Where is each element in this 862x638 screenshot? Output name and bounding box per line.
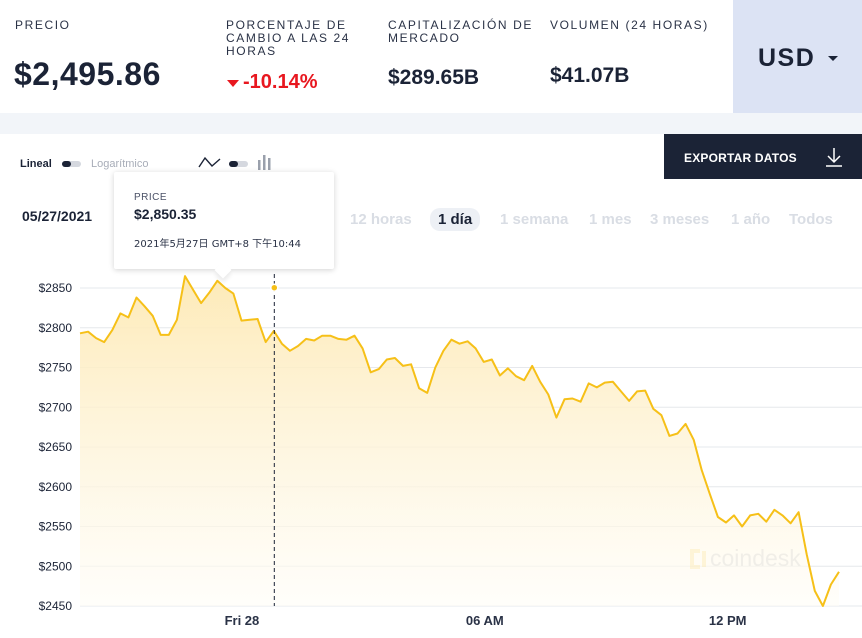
export-data-label: EXPORTAR DATOS	[684, 151, 797, 165]
bar-chart-icon[interactable]	[257, 154, 273, 170]
x-axis: Fri 28 06 AM 12 PM	[225, 613, 747, 628]
price-value: $2,495.86	[14, 56, 161, 92]
change-label: PORCENTAJE DE CAMBIO A LAS 24 HORAS	[226, 19, 350, 58]
tooltip-value: $2,850.35	[134, 206, 197, 222]
down-triangle-icon	[227, 80, 239, 87]
y-tick-label: $2800	[39, 321, 73, 335]
download-icon	[826, 148, 842, 167]
y-tick-label: $2850	[39, 281, 73, 295]
x-tick-label: 06 AM	[466, 613, 504, 628]
range-1y[interactable]: 1 año	[731, 211, 771, 228]
y-tick-label: $2650	[39, 440, 73, 454]
y-tick-label: $2500	[39, 559, 73, 573]
range-1w[interactable]: 1 semana	[500, 211, 569, 228]
range-3m[interactable]: 3 meses	[650, 211, 710, 228]
x-tick-label: Fri 28	[225, 613, 260, 628]
range-1m[interactable]: 1 mes	[589, 211, 632, 228]
change-label-line: CAMBIO A LAS 24	[226, 31, 351, 45]
currency-label: USD	[758, 44, 816, 72]
market-cap-label-line: CAPITALIZACIÓN DE	[388, 18, 533, 32]
volume-label: VOLUMEN (24 HORAS)	[550, 18, 709, 32]
y-tick-label: $2450	[39, 599, 73, 613]
price-area	[80, 276, 839, 606]
change-label-line: PORCENTAJE DE	[226, 18, 347, 32]
chevron-down-icon	[828, 56, 838, 61]
y-tick-label: $2750	[39, 361, 73, 375]
export-data-button[interactable]: EXPORTAR DATOS	[664, 134, 862, 179]
chart-type-toggle[interactable]	[229, 161, 248, 167]
section-divider	[0, 113, 862, 134]
range-all[interactable]: Todos	[789, 211, 833, 228]
tooltip-label: PRICE	[134, 192, 168, 203]
y-axis: $2850 $2800 $2750 $2700 $2650 $2600 $2550 $2500…	[39, 281, 73, 613]
line-chart-icon[interactable]	[198, 155, 222, 169]
range-12h[interactable]: 12 horas	[350, 211, 412, 228]
change-value: -10.14%	[243, 71, 318, 93]
log-scale-label[interactable]: Logarítmico	[91, 158, 149, 170]
market-cap-label: CAPITALIZACIÓN DE MERCADO	[388, 19, 533, 45]
y-tick-label: $2550	[39, 520, 73, 534]
scale-toggle[interactable]	[62, 161, 81, 167]
market-cap-value: $289.65B	[388, 66, 480, 89]
currency-selector[interactable]: USD	[733, 0, 862, 113]
market-cap-label-line: MERCADO	[388, 31, 461, 45]
y-tick-label: $2700	[39, 400, 73, 414]
x-tick-label: 12 PM	[709, 613, 747, 628]
stats-bar: PRECIO $2,495.86 PORCENTAJE DE CAMBIO A …	[0, 0, 862, 113]
price-label: PRECIO	[15, 18, 71, 32]
linear-scale-label[interactable]: Lineal	[20, 158, 52, 170]
price-line	[79, 275, 840, 607]
current-date: 05/27/2021	[22, 208, 93, 224]
price-tooltip: PRICE $2,850.35 2021年5月27日 GMT+8 下午10:44	[114, 172, 334, 269]
change-label-line: HORAS	[226, 44, 277, 58]
toggle-knob	[62, 161, 71, 167]
tooltip-time: 2021年5月27日 GMT+8 下午10:44	[134, 239, 301, 250]
hover-point	[270, 283, 279, 292]
y-tick-label: $2600	[39, 480, 73, 494]
toggle-knob	[229, 161, 238, 167]
volume-value: $41.07B	[550, 64, 630, 87]
range-1d[interactable]: 1 día	[430, 208, 481, 231]
